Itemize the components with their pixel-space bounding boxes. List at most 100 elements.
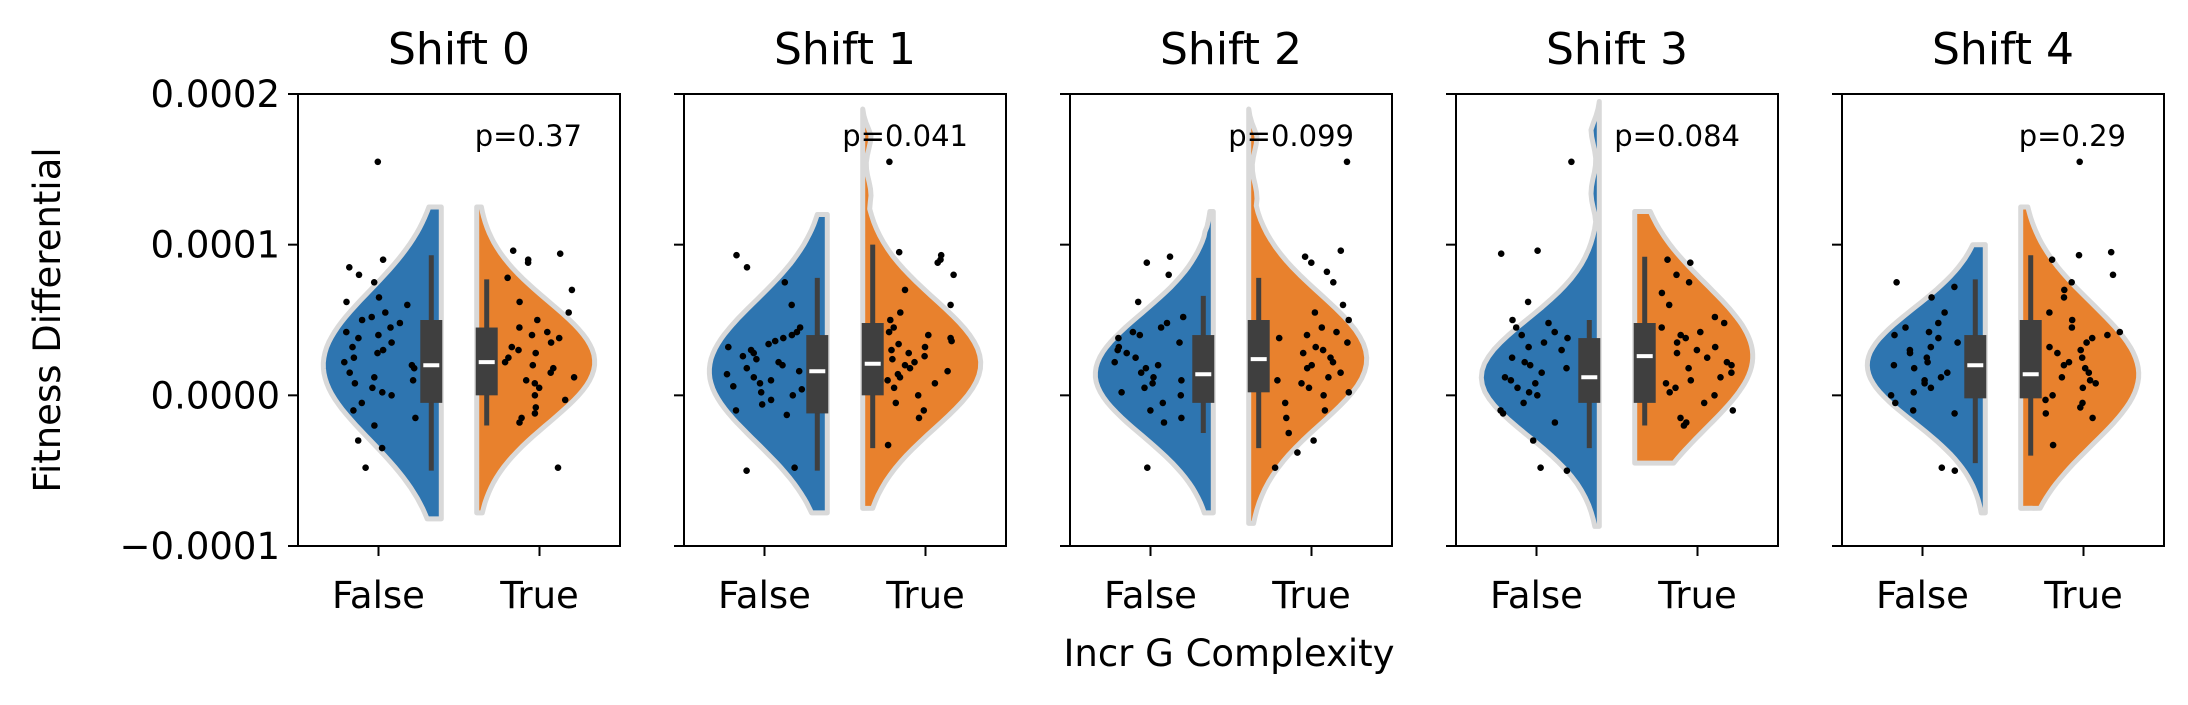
data-point [1154,361,1162,369]
axes-frame [683,93,1007,547]
data-point [791,464,798,472]
data-point [529,361,537,369]
data-point [1525,389,1533,396]
data-point [1312,343,1319,351]
panel-title: Shift 2 [1160,24,1302,75]
data-point [1935,334,1942,342]
data-point [504,274,511,282]
data-point [2060,294,2068,301]
data-point [1299,349,1307,357]
data-point [350,354,358,362]
data-point [1697,328,1704,336]
data-point [516,298,523,306]
violin-shape [474,204,598,516]
data-point [1564,334,1571,342]
data-point [1728,361,1735,369]
data-point [788,331,796,339]
data-point [515,346,522,354]
y-tick-label: 0.0000 [151,374,280,417]
data-point [528,331,536,339]
data-point [780,334,787,342]
data-point [783,411,791,419]
data-point [884,441,892,449]
data-point [920,407,928,414]
axes-frame [297,93,621,547]
data-point [1540,339,1548,346]
data-point [1891,331,1898,339]
data-point [409,377,417,384]
data-point [350,407,357,414]
x-tick-label: False [332,574,425,617]
data-point [1893,279,1900,286]
data-point [1944,369,1951,377]
data-point [516,324,523,331]
data-point [1529,437,1537,444]
data-point [1283,414,1290,422]
data-point [396,319,404,327]
data-point [2054,349,2061,357]
data-point [1925,328,1933,336]
data-point [501,358,509,366]
data-point [1951,467,1959,475]
data-point [1507,377,1515,384]
data-point [1308,259,1315,267]
box-iqr [2019,320,2042,399]
data-point [516,419,523,426]
violin-true [1246,106,1370,526]
data-point [387,324,394,331]
data-point [2089,414,2096,422]
data-point [2068,324,2076,331]
y-tick-label: 0.0002 [151,73,280,116]
data-point [1545,319,1552,327]
data-point [1664,256,1671,264]
data-point [921,343,929,351]
data-point [1329,358,1337,366]
axes-frame [1455,93,1779,547]
data-point [2049,392,2056,399]
violin-shape [1092,209,1216,516]
data-point [771,337,779,345]
data-point [1563,467,1571,475]
data-point [343,298,350,306]
data-point [349,343,356,351]
data-point [2076,158,2083,166]
data-point [1685,364,1692,372]
data-point [889,355,896,363]
data-point [2068,279,2075,286]
box-iqr [1247,320,1270,393]
data-point [346,264,353,271]
data-point [379,346,387,354]
data-point [1319,346,1327,354]
data-point [2081,364,2089,372]
data-point [789,392,797,399]
data-point [1680,422,1688,429]
data-point [375,331,382,339]
data-point [1111,358,1118,366]
data-point [723,370,731,378]
data-point [1134,298,1142,306]
data-point [1160,419,1168,426]
data-point [1177,392,1185,399]
p-value-label: p=0.099 [1228,119,1354,153]
data-point [1673,271,1680,279]
data-point [1311,309,1319,316]
data-point [905,349,912,357]
data-point [1892,399,1899,407]
box-iqr [806,335,829,414]
data-point [362,464,369,472]
data-point [925,331,932,339]
data-point [388,339,395,346]
data-point [901,361,909,369]
data-point [374,158,382,166]
data-point [1274,377,1281,384]
data-point [2061,286,2068,294]
data-point [1333,328,1340,336]
data-point [341,358,348,366]
violin-false [1092,209,1216,516]
data-point [1525,343,1532,351]
data-point [1532,380,1539,387]
data-point [1720,319,1728,327]
data-point [2048,256,2056,264]
data-point [412,414,419,422]
data-point [948,337,955,345]
